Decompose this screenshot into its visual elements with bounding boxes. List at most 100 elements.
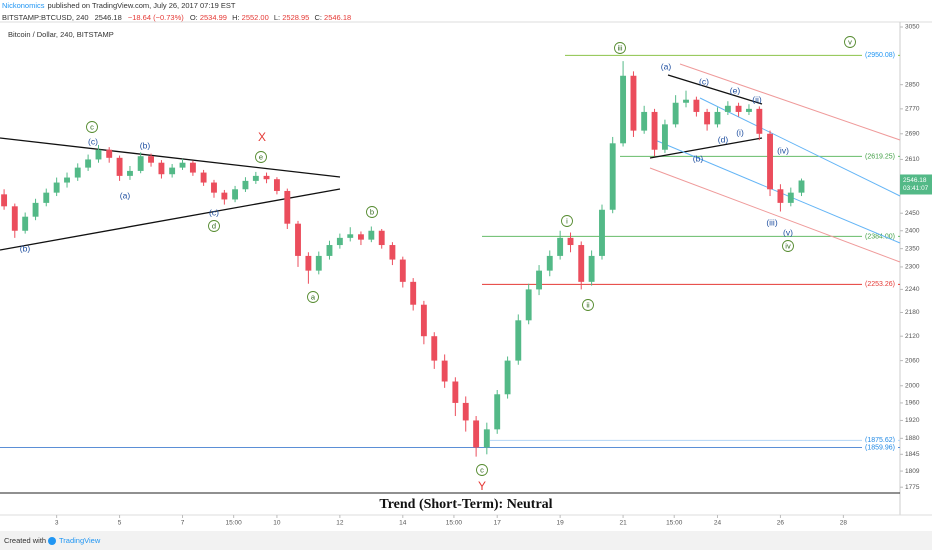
wave-label: Y xyxy=(478,479,486,493)
y-tick-label: 2300 xyxy=(905,264,920,271)
price-tag xyxy=(900,174,932,195)
candle-body xyxy=(389,245,396,260)
x-tick-label: 12 xyxy=(336,520,344,527)
annotations: c(c) (b)(a)(b)Xe(c)dbacYiiiiii(a)(c)(e)(i… xyxy=(20,36,856,493)
x-tick-label: 17 xyxy=(494,520,502,527)
triangle-upper xyxy=(0,137,341,178)
y-tick-label: 2690 xyxy=(905,130,920,137)
quote-c-label: C: xyxy=(314,13,322,22)
wave-label: (v) xyxy=(783,227,793,237)
published: published on TradingView.com, July 26, 2… xyxy=(48,1,236,10)
level-label: (1875.62) xyxy=(865,437,895,444)
candle-body xyxy=(672,102,679,125)
wave-label: (iii) xyxy=(766,217,777,227)
wave-label: (b) xyxy=(693,153,704,163)
wave-circle xyxy=(782,240,794,252)
wave-label: (c) xyxy=(88,136,98,146)
channel-red-upper xyxy=(679,63,901,141)
candle-body xyxy=(410,281,417,305)
candle-body xyxy=(74,167,81,178)
candle-body xyxy=(1,194,8,207)
x-tick-label: 15:00 xyxy=(446,520,463,527)
level-label-box xyxy=(862,435,898,446)
quote-line: BITSTAMP:BTCUSD, 240 2546.18 −18.64 (−0.… xyxy=(2,13,351,22)
candle-body xyxy=(200,172,207,183)
wave-circle xyxy=(476,464,488,476)
y-tick-label: 2850 xyxy=(905,81,920,88)
x-tick-label: 19 xyxy=(557,520,565,527)
candle-body xyxy=(95,149,102,160)
quote-symbol: BITSTAMP:BTCUSD, 240 xyxy=(2,13,89,22)
wave-circle xyxy=(582,299,594,311)
y-tick-label: 2450 xyxy=(905,210,920,217)
candle-body xyxy=(179,162,186,168)
candle-body xyxy=(704,111,711,125)
y-tick-label: 2120 xyxy=(905,333,920,340)
candles xyxy=(1,61,805,457)
candle-body xyxy=(368,230,375,240)
candle-body xyxy=(189,162,196,173)
candle-body xyxy=(358,234,364,240)
x-tick-label: 21 xyxy=(619,520,627,527)
y-tick-label: 1775 xyxy=(905,484,920,491)
triangle2-upper xyxy=(667,74,763,105)
candle-body xyxy=(724,105,731,112)
y-tick-label: 2610 xyxy=(905,156,920,163)
level-label-box xyxy=(862,279,898,290)
x-tick-label: 24 xyxy=(714,520,722,527)
candle-body xyxy=(599,209,605,256)
level-label: (2619.25) xyxy=(865,153,895,160)
brand-icon xyxy=(48,537,56,545)
candle-body xyxy=(536,270,542,290)
candle-body xyxy=(504,360,511,395)
candle-body xyxy=(399,259,406,282)
created-with: Created with xyxy=(4,536,46,545)
quote-h: 2552.00 xyxy=(242,13,269,22)
candle-body xyxy=(169,167,176,175)
wave-label: X xyxy=(258,130,266,144)
y-tick-label: 1880 xyxy=(905,435,920,442)
level-label: (2253.26) xyxy=(865,281,895,288)
candle-body xyxy=(148,156,154,163)
trendlines xyxy=(0,63,901,263)
candle-body xyxy=(315,255,322,271)
y-tick-label: 2350 xyxy=(905,245,920,252)
candle-body xyxy=(452,381,459,403)
level-label-box xyxy=(862,151,898,162)
price-tag-label: 2546.18 xyxy=(903,177,927,184)
y-tick-label: 2770 xyxy=(905,106,920,113)
x-tick-label: 26 xyxy=(777,520,785,527)
candle-body xyxy=(630,75,637,131)
y-tick-label: 3050 xyxy=(905,24,920,31)
y-tick-label: 2060 xyxy=(905,357,920,364)
candle-body xyxy=(106,149,113,158)
candle-body xyxy=(787,192,794,203)
y-tick-label: 2400 xyxy=(905,227,920,234)
candle-body xyxy=(242,180,249,190)
candle-body xyxy=(441,360,448,382)
candle-body xyxy=(767,133,773,190)
level-label-box xyxy=(862,231,898,242)
wave-label: (c) xyxy=(699,76,709,86)
candle-body xyxy=(651,111,658,150)
wave-label: c xyxy=(90,122,94,131)
wave-label: v xyxy=(848,37,852,46)
x-tick-label: 7 xyxy=(181,520,185,527)
channel-red-lower xyxy=(649,167,901,263)
quote-l-label: L: xyxy=(274,13,280,22)
triangle-lower xyxy=(0,188,341,251)
wave-label: iv xyxy=(785,241,791,250)
y-tick-label: 1809 xyxy=(905,468,920,475)
y-tick-label: 1845 xyxy=(905,451,920,458)
wave-label: e xyxy=(259,152,263,161)
y-tick-label: 2000 xyxy=(905,382,920,389)
wave-label: (b) xyxy=(20,243,31,253)
x-tick-label: 10 xyxy=(273,520,281,527)
wave-circle xyxy=(307,291,319,303)
channel-blue-upper xyxy=(699,97,901,197)
bottom-bar xyxy=(0,531,932,550)
candle-body xyxy=(588,255,595,282)
candle-body xyxy=(64,177,70,183)
